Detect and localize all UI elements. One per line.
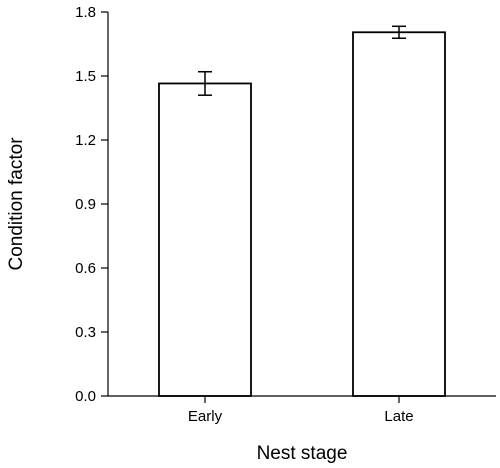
y-tick-label: 0.0: [75, 388, 96, 405]
x-tick-label: Late: [384, 408, 413, 425]
bar-late: [352, 31, 446, 397]
y-tick-label: 1.8: [75, 4, 96, 21]
y-axis-title: Condition factor: [6, 137, 27, 271]
y-tick-label: 0.6: [75, 260, 96, 277]
x-tick-label: Early: [188, 408, 223, 425]
y-tick-label: 1.5: [75, 68, 96, 85]
y-tick-label: 0.3: [75, 324, 96, 341]
x-axis-title: Nest stage: [257, 443, 348, 464]
bar-early: [158, 82, 252, 397]
y-tick-label: 1.2: [75, 132, 96, 149]
y-tick-label: 0.9: [75, 196, 96, 213]
error-bars-group: [198, 25, 406, 96]
bars-group: [158, 31, 446, 397]
y-ticks-group: 0.0 0.3 0.6 0.9 1.2 1.5 1.8: [75, 4, 108, 405]
x-ticks-group: Early Late: [188, 396, 414, 425]
